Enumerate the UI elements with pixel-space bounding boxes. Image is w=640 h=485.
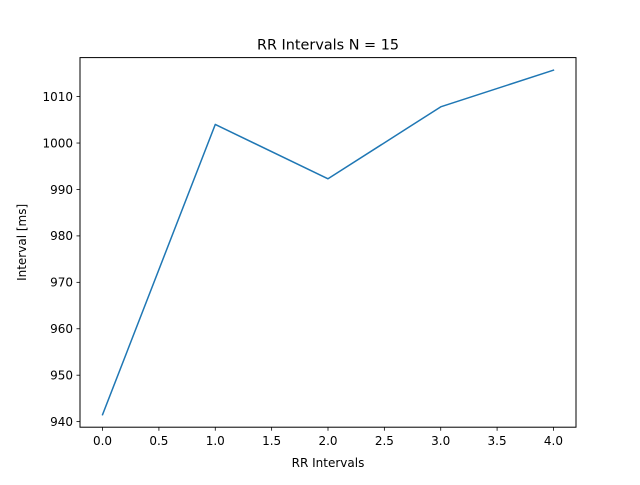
x-tick-label: 1.5 bbox=[262, 434, 281, 448]
x-tick-label: 2.5 bbox=[375, 434, 394, 448]
y-axis-label: Interval [ms] bbox=[15, 204, 29, 281]
x-tick-label: 0.0 bbox=[93, 434, 112, 448]
y-tick-label: 990 bbox=[50, 183, 73, 197]
y-tick-label: 1000 bbox=[42, 136, 73, 150]
x-tick-label: 1.0 bbox=[206, 434, 225, 448]
series-layer bbox=[101, 69, 555, 416]
y-tick-label: 960 bbox=[50, 322, 73, 336]
plot-area-frame bbox=[79, 57, 577, 428]
y-tick-label: 1010 bbox=[42, 90, 73, 104]
chart-title: RR Intervals N = 15 bbox=[257, 38, 399, 54]
x-tick-label: 2.0 bbox=[318, 434, 337, 448]
y-tick-label: 950 bbox=[50, 368, 73, 382]
x-tick-label: 3.5 bbox=[488, 434, 507, 448]
x-tick-label: 3.0 bbox=[431, 434, 450, 448]
x-axis-label: RR Intervals bbox=[292, 456, 365, 470]
series-line bbox=[101, 69, 555, 416]
y-axis-ticks: 940 950 960 970 980 990 1000 1010 bbox=[42, 90, 80, 429]
y-tick-label: 970 bbox=[50, 276, 73, 290]
x-tick-label: 4.0 bbox=[544, 434, 563, 448]
y-tick-label: 980 bbox=[50, 229, 73, 243]
x-tick-label: 0.5 bbox=[149, 434, 168, 448]
y-tick-label: 940 bbox=[50, 415, 73, 429]
x-axis-ticks: 0.0 0.5 1.0 1.5 2.0 2.5 3.0 3.5 4.0 bbox=[93, 427, 563, 448]
